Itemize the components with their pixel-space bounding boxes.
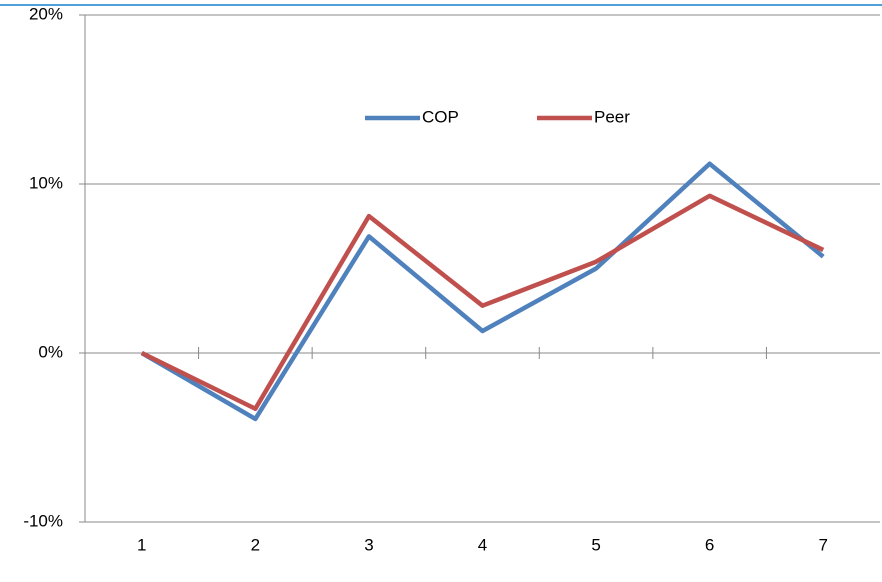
x-tick-label: 6 xyxy=(705,535,714,554)
y-tick-label: -10% xyxy=(23,511,63,530)
y-tick-label: 10% xyxy=(29,173,63,192)
x-tick-label: 7 xyxy=(818,535,827,554)
y-tick-label: 20% xyxy=(29,4,63,23)
x-tick-label: 5 xyxy=(591,535,600,554)
y-tick-label: 0% xyxy=(38,342,63,361)
legend-label: COP xyxy=(422,107,459,126)
x-tick-label: 2 xyxy=(251,535,260,554)
x-tick-label: 1 xyxy=(137,535,146,554)
series-line xyxy=(140,193,825,412)
x-tick-label: 4 xyxy=(478,535,487,554)
legend-label: Peer xyxy=(594,107,630,126)
x-tick-label: 3 xyxy=(364,535,373,554)
series-line xyxy=(140,161,825,422)
